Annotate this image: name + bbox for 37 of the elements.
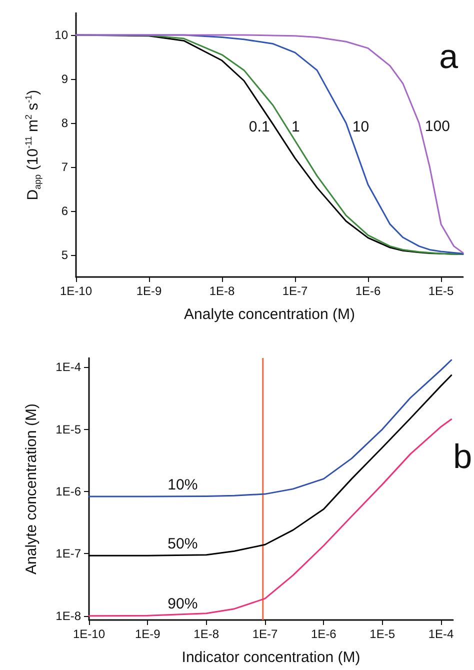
series-label: 1	[292, 118, 300, 136]
y-tick-label: 1E-5	[56, 422, 82, 436]
x-tick-label: 1E-6	[355, 284, 382, 298]
x-tick-label: 1E-4	[428, 627, 454, 641]
y-tick-label: 1E-7	[56, 546, 82, 561]
y-axis-title: Analyte concentration (M)	[23, 404, 40, 574]
series-label: 90%	[168, 596, 198, 613]
y-tick-label: 7	[61, 160, 68, 174]
x-tick-label: 1E-5	[370, 627, 396, 641]
y-tick-label: 8	[61, 116, 68, 130]
x-tick-label: 1E-9	[134, 627, 161, 641]
series-label: 50%	[168, 536, 198, 553]
x-axis-title: Indicator concentration (M)	[182, 649, 360, 666]
x-tick-label: 1E-10	[72, 627, 106, 641]
y-tick-label: 1E-6	[56, 484, 82, 499]
x-tick-label: 1E-8	[194, 627, 220, 641]
series-label: 0.1	[248, 118, 270, 136]
y-tick-label: 1E-4	[56, 360, 82, 374]
series-label: 10	[352, 118, 370, 136]
text: Dapp (10-11 m2 s-1)	[24, 90, 42, 200]
x-tick-label: 1E-8	[209, 284, 236, 298]
y-tick-label: 10	[54, 28, 68, 42]
y-tick-label: 9	[61, 72, 68, 86]
series-label: 10%	[168, 476, 198, 494]
annotation: b	[453, 438, 472, 476]
y-tick-label: 1E-8	[56, 608, 82, 623]
x-tick-label: 1E-9	[136, 284, 162, 298]
annotation: a	[439, 38, 458, 76]
x-tick-label: 1E-7	[252, 627, 278, 641]
x-tick-label: 1E-10	[60, 284, 92, 298]
series-label: 100	[424, 118, 450, 135]
y-tick-label: 6	[61, 204, 68, 218]
x-axis-title: Analyte concentration (M)	[184, 306, 355, 323]
x-tick-label: 1E-6	[311, 627, 337, 641]
x-tick-label: 1E-5	[428, 284, 454, 298]
x-tick-label: 1E-7	[282, 284, 308, 298]
y-tick-label: 5	[61, 248, 68, 262]
